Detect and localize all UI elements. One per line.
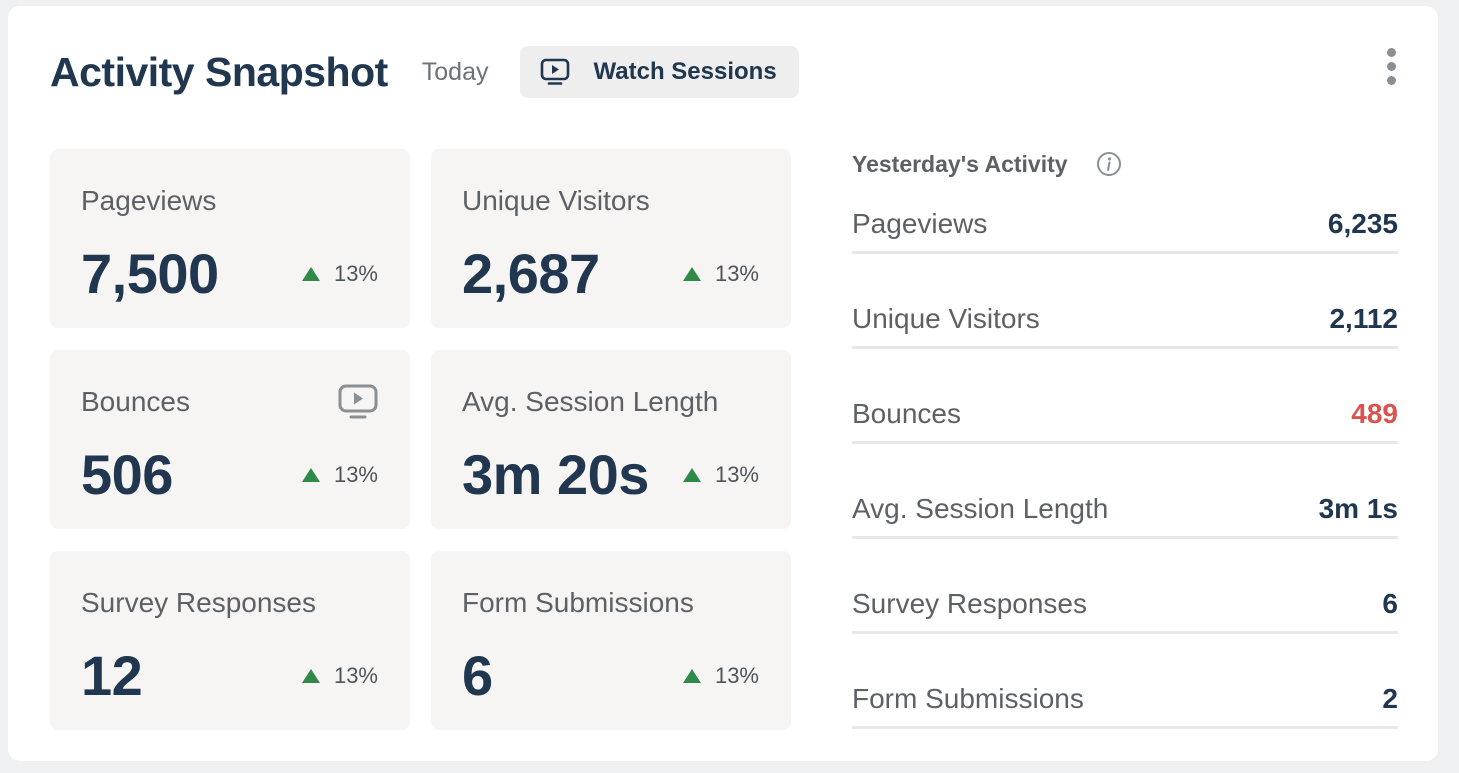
row-label: Avg. Session Length [852,492,1109,524]
metric-change: 13% [301,261,378,287]
metric-change: 13% [682,462,759,488]
activity-snapshot-card: Activity Snapshot Today Watch Sessions P… [8,6,1438,761]
row-label: Pageviews [852,207,988,239]
metric-label: Form Submissions [462,587,694,618]
yesterday-heading: Yesterday's Activity [852,150,1068,177]
yesterday-row-form-submissions: Form Submissions 2 [852,671,1398,729]
change-value: 13% [333,462,378,487]
watch-sessions-label: Watch Sessions [593,58,777,85]
trend-up-icon [301,267,320,281]
change-value: 13% [333,261,378,286]
metric-label: Unique Visitors [462,185,650,216]
yesterday-heading-row: Yesterday's Activity [852,146,1398,182]
row-label: Unique Visitors [852,302,1040,334]
metric-label: Avg. Session Length [462,386,719,417]
metric-tile-pageviews[interactable]: Pageviews 7,500 13% [50,149,410,328]
row-value: 3m 1s [1318,492,1398,524]
trend-up-icon [682,669,701,683]
yesterday-row-survey-responses: Survey Responses 6 [852,576,1398,634]
change-value: 13% [714,462,759,487]
yesterday-row-bounces: Bounces 489 [852,386,1398,444]
metric-tile-bounces[interactable]: Bounces 506 13% [50,350,410,529]
play-sessions-icon[interactable] [338,384,378,420]
metric-tile-unique-visitors[interactable]: Unique Visitors 2,687 13% [431,149,791,328]
card-header: Activity Snapshot Today Watch Sessions [50,42,799,102]
watch-sessions-button[interactable]: Watch Sessions [519,46,799,98]
row-label: Survey Responses [852,587,1088,619]
more-options-icon[interactable] [1378,44,1404,90]
yesterday-activity-panel: Yesterday's Activity Pageviews 6,235 Uni… [852,146,1398,729]
row-value: 6,235 [1327,207,1398,239]
trend-up-icon [301,669,320,683]
metric-label: Bounces [81,386,190,417]
row-label: Form Submissions [852,682,1084,714]
row-value: 2,112 [1329,302,1398,334]
row-value: 489 [1351,397,1398,429]
period-label: Today [421,57,489,86]
metric-change: 13% [301,663,378,689]
change-value: 13% [333,663,378,688]
row-value: 6 [1382,587,1398,619]
yesterday-row-pageviews: Pageviews 6,235 [852,196,1398,254]
yesterday-row-unique-visitors: Unique Visitors 2,112 [852,291,1398,349]
metric-tile-form-submissions[interactable]: Form Submissions 6 13% [431,551,791,730]
metric-value: 3m 20s [462,443,649,506]
metric-change: 13% [682,663,759,689]
yesterday-row-avg-session-length: Avg. Session Length 3m 1s [852,481,1398,539]
metric-value: 6 [462,644,493,707]
info-icon[interactable] [1096,151,1122,177]
metric-value: 7,500 [81,242,219,305]
watch-sessions-icon [540,58,569,85]
metric-label: Survey Responses [81,587,317,618]
change-value: 13% [714,261,759,286]
metric-tile-survey-responses[interactable]: Survey Responses 12 13% [50,551,410,730]
metric-label: Pageviews [81,185,217,216]
card-title: Activity Snapshot [50,48,388,95]
trend-up-icon [682,267,701,281]
metric-value: 506 [81,443,173,506]
metric-change: 13% [301,462,378,488]
change-value: 13% [714,663,759,688]
metric-change: 13% [682,261,759,287]
row-label: Bounces [852,397,961,429]
row-value: 2 [1382,682,1398,714]
metric-value: 12 [81,644,143,707]
metric-tile-avg-session-length[interactable]: Avg. Session Length 3m 20s 13% [431,350,791,529]
trend-up-icon [682,468,701,482]
trend-up-icon [301,468,320,482]
metric-value: 2,687 [462,242,600,305]
